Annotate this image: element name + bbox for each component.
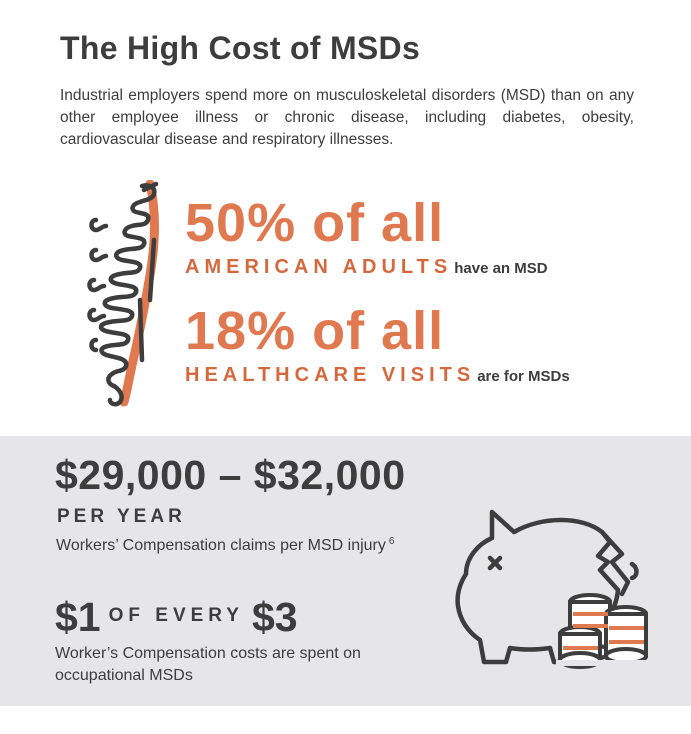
cost-range: $29,000 – $32,000 [55,452,406,498]
ratio-heading: $1 OF EVERY $3 [55,594,298,641]
broken-piggy-bank-icon [455,509,656,669]
stat-line-visits: HEALTHCARE VISITS are for MSDs [185,364,570,387]
ratio-middle: OF EVERY [108,605,244,626]
stat-percent-visits: 18% of all [185,301,445,361]
stat-caps-adults: AMERICAN ADULTS [185,256,453,278]
stat-percent-adults: 50% of all [185,193,445,253]
claims-text: Workers’ Compensation claims per MSD inj… [56,536,394,555]
page-title: The High Cost of MSDs [60,30,421,66]
stat-tail-adults: have an MSD [454,260,548,277]
ratio-second: $3 [251,594,298,640]
claims-label: Workers’ Compensation claims per MSD inj… [56,537,386,554]
stat-tail-visits: are for MSDs [477,368,570,385]
spine-icon [87,180,159,407]
stat-caps-visits: HEALTHCARE VISITS [185,364,476,386]
claims-footnote: 6 [388,536,395,547]
coin-stack-icon [556,593,656,669]
cost-period: PER YEAR [57,506,186,527]
intro-paragraph: Industrial employers spend more on muscu… [60,87,634,148]
ratio-description: Worker’s Compensation costs are spent on… [55,645,361,684]
stat-line-adults: AMERICAN ADULTS have an MSD [185,256,548,279]
ratio-first: $1 [55,594,101,640]
